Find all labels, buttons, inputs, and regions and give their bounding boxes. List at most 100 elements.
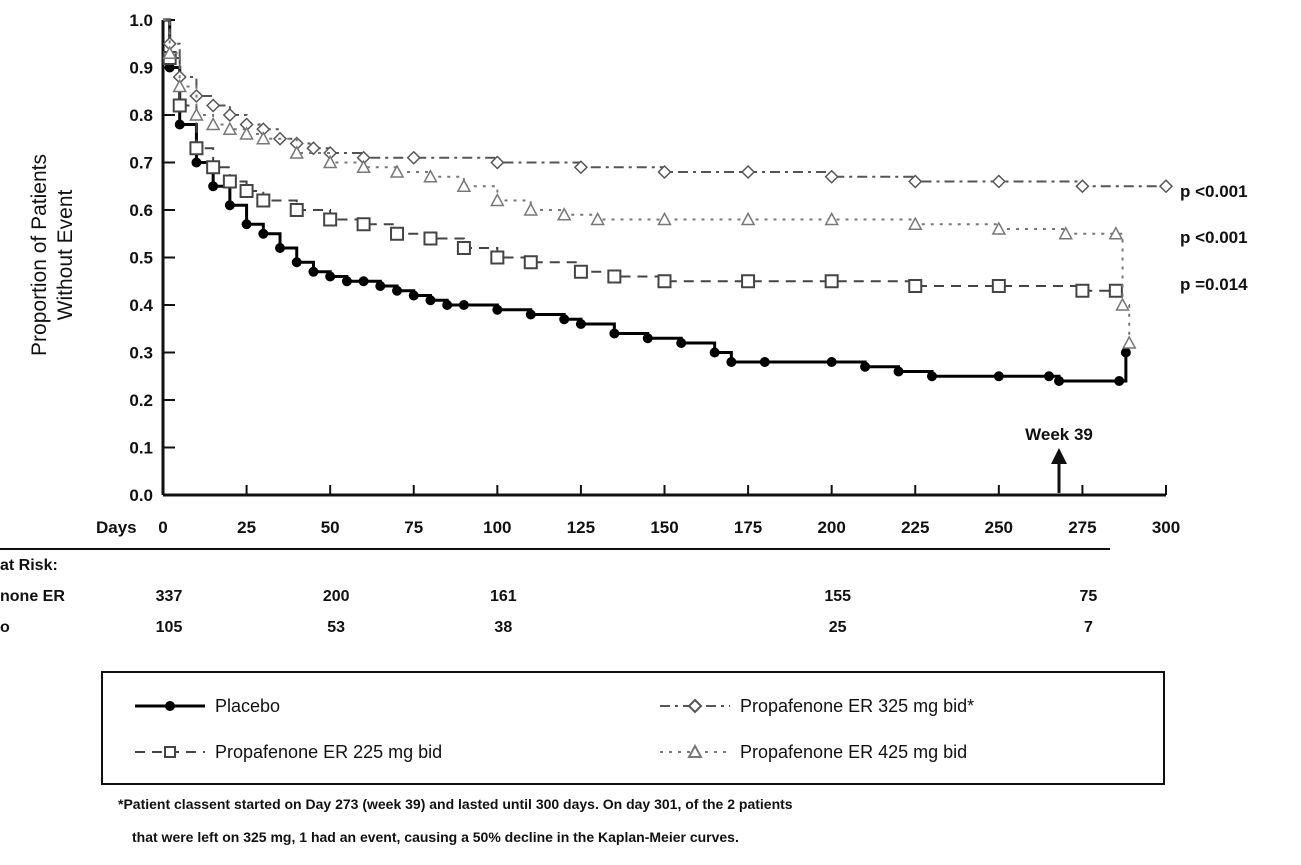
x-tick-label: 225 <box>901 518 929 537</box>
data-point <box>993 371 1004 382</box>
x-ticks: 0 25 50 75 100 125 150 175 200 225 250 275 300 <box>158 485 1180 537</box>
data-point <box>172 98 187 113</box>
data-point <box>860 361 871 372</box>
data-point <box>356 217 371 232</box>
data-point <box>523 202 539 216</box>
at-risk-value: 75 <box>1080 588 1098 605</box>
data-point <box>356 159 371 173</box>
data-point <box>525 309 536 320</box>
data-point <box>1114 376 1125 386</box>
data-point <box>926 371 937 382</box>
data-point <box>523 255 538 270</box>
data-point <box>657 164 672 180</box>
data-point <box>375 281 386 291</box>
data-point <box>607 269 622 284</box>
x-tick-label: 275 <box>1068 518 1096 537</box>
data-point <box>406 150 421 165</box>
data-point <box>741 274 756 289</box>
data-point <box>222 174 237 189</box>
data-point <box>289 203 304 217</box>
at-risk-values: 337 200 161 155 75 105 53 38 25 7 <box>156 588 1098 636</box>
data-point <box>323 212 338 227</box>
data-point <box>556 207 572 221</box>
data-point <box>191 157 202 168</box>
data-point <box>907 216 923 230</box>
data-point <box>222 121 238 135</box>
data-point <box>408 290 419 301</box>
data-point <box>389 164 405 178</box>
data-point <box>893 366 904 377</box>
x-tick-label: 175 <box>734 518 762 537</box>
footnote-line-1: *Patient classent started on Day 273 (we… <box>118 796 793 812</box>
y-tick-label: 0.7 <box>129 154 153 173</box>
x-tick-label: 200 <box>817 518 845 537</box>
data-point <box>172 78 187 93</box>
data-point <box>325 271 336 282</box>
legend-marker-325 <box>687 698 703 714</box>
data-point <box>490 192 505 207</box>
data-point <box>824 211 839 226</box>
legend-marker-225 <box>164 746 176 758</box>
data-point <box>256 193 271 208</box>
legend-item-225: Propafenone ER 225 mg bid <box>135 742 442 762</box>
legend-marker-425 <box>687 743 703 758</box>
x-tick-label: 125 <box>567 518 595 537</box>
data-point <box>341 276 352 287</box>
y-tick-label: 0.6 <box>129 201 153 220</box>
at-risk-value: 337 <box>156 588 183 605</box>
y-tick-label: 0.3 <box>129 344 153 363</box>
week-annotation: Week 39 <box>1025 425 1093 444</box>
data-point <box>908 174 923 189</box>
data-point <box>1075 179 1090 194</box>
y-axis-title-line-2: Without Event <box>54 189 77 320</box>
y-ticks: 0.0 0.1 0.2 0.3 0.4 0.5 0.6 0.7 0.8 0.9 1.0 <box>129 11 175 505</box>
data-point <box>741 164 756 180</box>
data-point <box>258 228 269 239</box>
data-point <box>1075 283 1090 298</box>
at-risk-value: 200 <box>323 588 350 605</box>
series-line-1 <box>163 18 1128 383</box>
y-tick-label: 0.4 <box>129 296 153 315</box>
data-point <box>224 200 235 211</box>
data-point <box>162 45 177 59</box>
legend-item-325: Propafenone ER 325 mg bid* <box>660 696 974 716</box>
at-risk-value: 7 <box>1084 619 1093 636</box>
series-2 <box>162 19 1123 298</box>
data-point <box>1108 226 1124 240</box>
data-point <box>208 181 219 192</box>
data-point <box>575 319 586 329</box>
at-risk-header: at Risk: <box>0 557 58 574</box>
data-point <box>1115 297 1130 311</box>
data-point <box>392 285 403 296</box>
data-point <box>590 211 605 226</box>
data-point <box>609 328 620 339</box>
data-point <box>206 98 221 113</box>
data-point <box>657 274 672 289</box>
x-tick-label: 150 <box>650 518 678 537</box>
data-point <box>308 266 319 277</box>
data-point <box>991 174 1006 189</box>
data-point <box>291 257 302 268</box>
x-tick-label: 50 <box>321 518 340 537</box>
data-point <box>456 241 471 255</box>
data-point <box>573 264 588 279</box>
data-point <box>1108 283 1123 298</box>
data-point <box>423 169 438 183</box>
data-point <box>306 141 321 156</box>
x-tick-label: 25 <box>237 518 256 537</box>
data-point <box>174 119 185 130</box>
data-point <box>256 131 271 145</box>
data-point <box>358 276 369 287</box>
data-point <box>206 160 221 175</box>
data-point <box>1121 335 1137 349</box>
data-point <box>1158 179 1174 194</box>
data-point <box>492 304 503 315</box>
data-point <box>642 333 653 344</box>
p-value-2: p <0.001 <box>1180 228 1248 247</box>
data-point <box>241 219 252 230</box>
y-tick-label: 0.0 <box>129 486 153 505</box>
series-line-3 <box>163 19 1166 188</box>
y-tick-label: 0.1 <box>129 439 153 458</box>
data-point <box>222 107 237 123</box>
y-axis-title: Proportion of Patients Without Event <box>28 154 77 356</box>
